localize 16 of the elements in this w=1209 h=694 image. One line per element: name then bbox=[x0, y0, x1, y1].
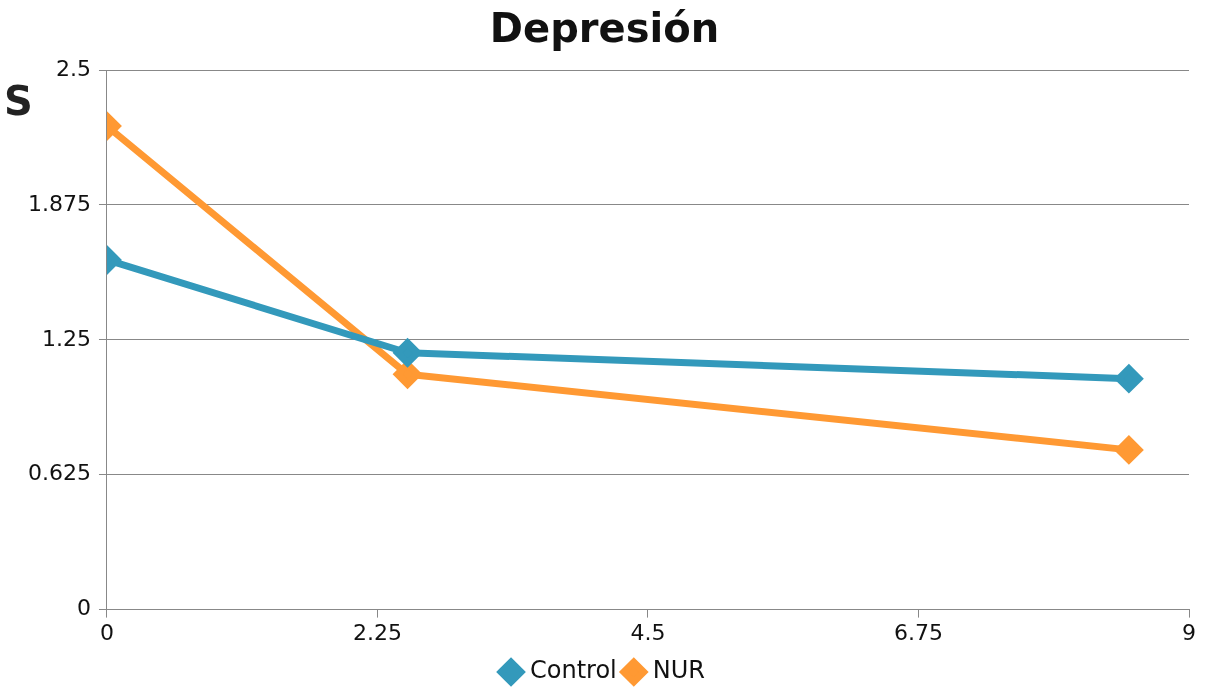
y-tick-label: 1.875 bbox=[28, 190, 91, 216]
x-tick-label: 2.25 bbox=[352, 619, 402, 645]
y-axis-title: S bbox=[4, 78, 33, 124]
point bbox=[1115, 436, 1143, 464]
y-tick-label: 0.625 bbox=[28, 460, 91, 486]
y-tick-label: 1.25 bbox=[42, 325, 91, 351]
x-tick-label: 4.5 bbox=[630, 619, 666, 645]
point bbox=[1115, 365, 1143, 393]
legend-label: Control bbox=[530, 656, 617, 685]
x-tick-label: 0 bbox=[99, 619, 114, 645]
y-tick-label: 0 bbox=[76, 595, 91, 621]
legend-label: NUR bbox=[652, 656, 705, 685]
x-tick-label: 6.75 bbox=[894, 619, 943, 645]
y-tick-label: 2.5 bbox=[55, 55, 91, 81]
x-tick-label: 9 bbox=[1182, 619, 1196, 645]
chart-title: Depresión bbox=[489, 5, 720, 52]
